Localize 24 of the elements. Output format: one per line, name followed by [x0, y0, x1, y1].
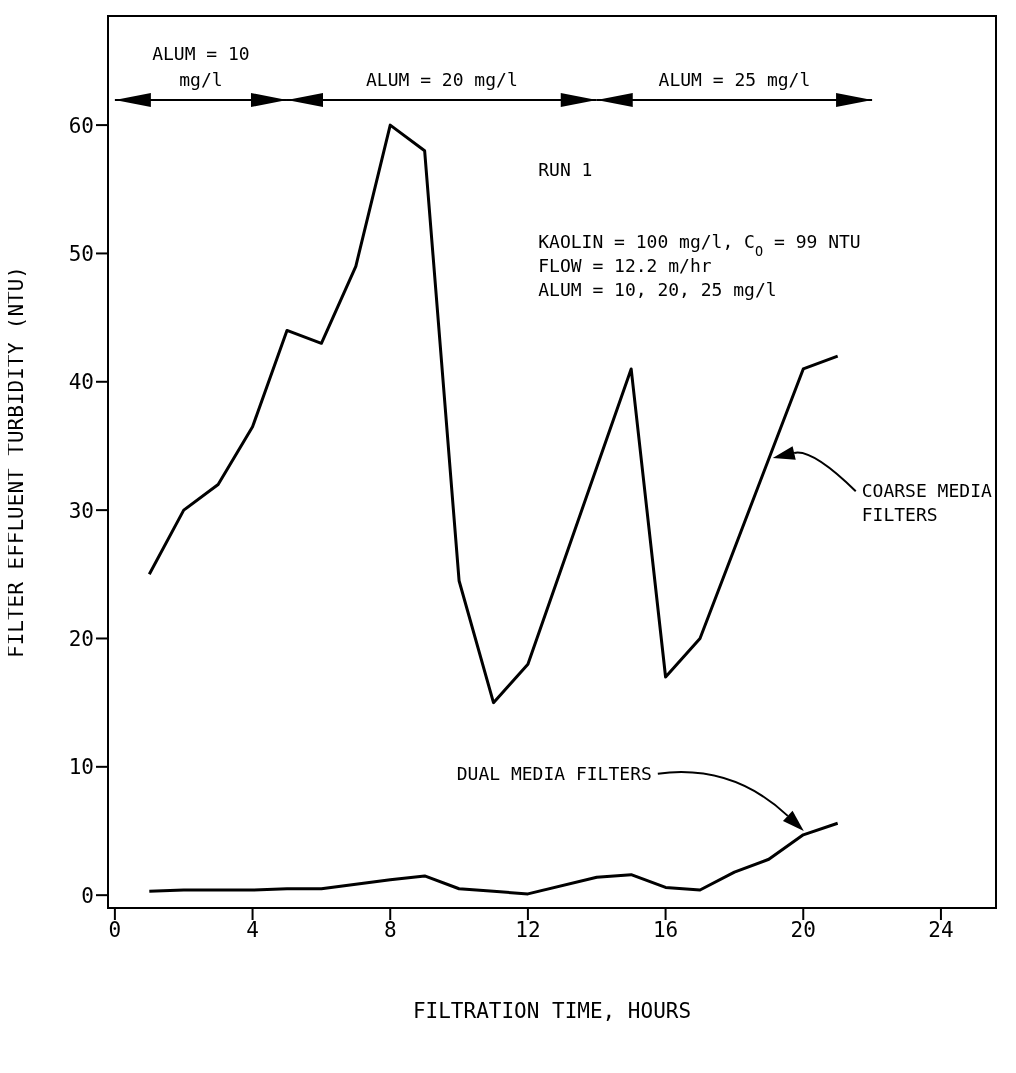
y-tick-label: 10: [68, 755, 94, 780]
y-tick-label: 30: [68, 498, 94, 523]
x-tick-label: 20: [790, 917, 816, 942]
annotation: ALUM = 10 mg/l: [152, 43, 250, 90]
x-tick-label: 12: [515, 917, 541, 942]
annotation: RUN 1: [538, 159, 593, 180]
x-tick-label: 8: [383, 917, 397, 942]
y-tick-label: 40: [68, 370, 94, 395]
y-tick-label: 50: [68, 241, 94, 266]
x-tick-label: 4: [246, 917, 259, 942]
y-axis-title: FILTER EFFLUENT TURBIDITY (NTU): [4, 266, 29, 658]
annotation: ALUM = 10, 20, 25 mg/l: [538, 279, 777, 300]
x-tick-label: 16: [652, 917, 679, 942]
text: DUAL MEDIA FILTERS: [456, 762, 652, 784]
annotation: ALUM = 25 mg/l: [658, 69, 811, 90]
line-series: [147, 821, 840, 896]
text: COARSE MEDIA FILTERS: [861, 480, 992, 526]
y-tick-label: 20: [68, 626, 94, 651]
x-tick-label: 24: [928, 917, 954, 942]
y-tick-label: 60: [68, 113, 94, 138]
x-tick-label: 0: [108, 917, 122, 942]
annotation: ALUM = 20 mg/l: [366, 69, 518, 90]
x-axis-title: FILTRATION TIME, HOURS: [412, 999, 692, 1023]
y-tick-label: 0: [81, 883, 94, 908]
